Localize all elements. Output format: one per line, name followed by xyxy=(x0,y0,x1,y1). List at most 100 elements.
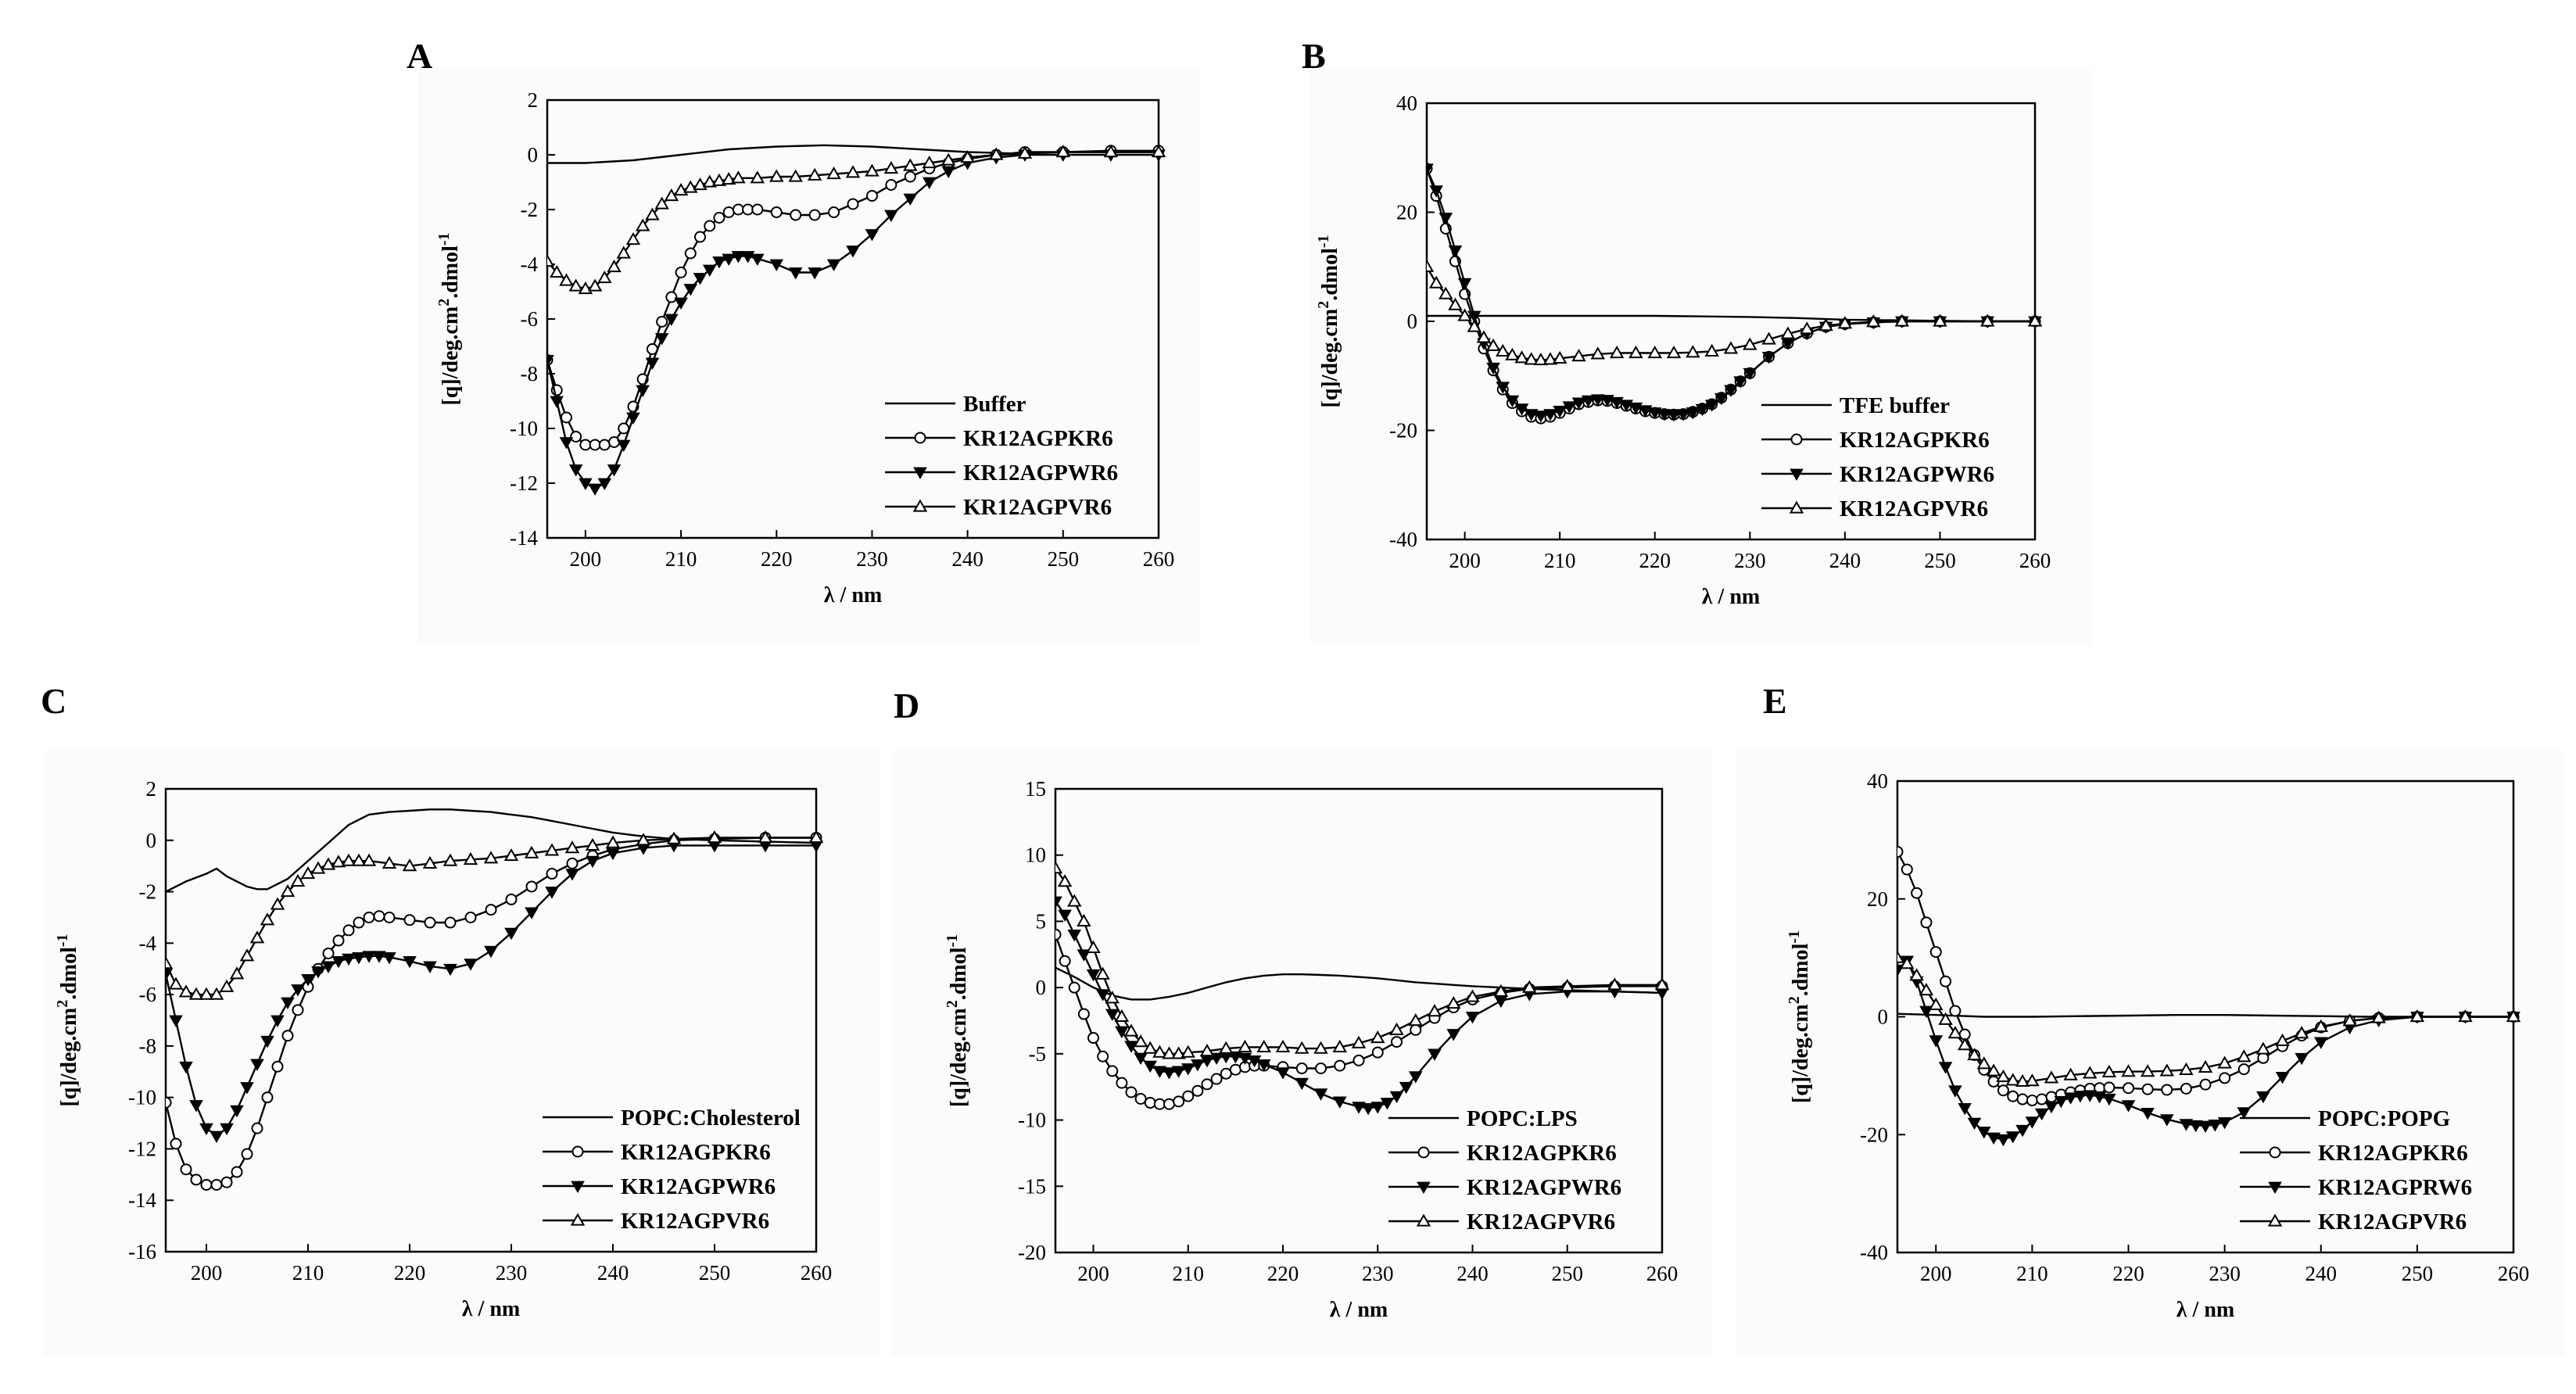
legend-marker xyxy=(571,1181,585,1194)
y-tick-label: -40 xyxy=(1860,1241,1888,1264)
data-point xyxy=(2294,1026,2309,1039)
data-point xyxy=(1818,318,1833,331)
data-point xyxy=(702,174,717,188)
y-tick-label: -8 xyxy=(521,362,539,385)
x-axis-label: λ / nm xyxy=(824,583,882,607)
legend-label: POPC:POPG xyxy=(2318,1106,2450,1131)
data-point xyxy=(1106,1065,1119,1077)
x-tick-label: 250 xyxy=(1924,549,1956,572)
data-point xyxy=(2025,1116,2040,1129)
data-point xyxy=(170,1138,182,1150)
data-point xyxy=(626,412,640,425)
data-point xyxy=(1123,1023,1139,1037)
data-point xyxy=(1095,989,1110,1002)
data-point xyxy=(1428,1048,1442,1061)
data-point xyxy=(1590,346,1606,360)
data-point xyxy=(1391,1036,1403,1048)
data-point xyxy=(2295,1052,2309,1066)
data-point xyxy=(989,147,1004,160)
legend-label: KR12AGPWR6 xyxy=(1840,462,1994,487)
y-tick-label: -20 xyxy=(1018,1241,1046,1264)
data-point xyxy=(2083,1066,2098,1079)
data-point xyxy=(178,984,194,998)
y-tick-label: -12 xyxy=(128,1137,156,1160)
y-tick-label: 10 xyxy=(1025,844,1046,867)
data-point xyxy=(1901,863,1913,876)
data-point xyxy=(1315,1062,1327,1074)
data-point xyxy=(1686,407,1700,420)
data-point xyxy=(625,231,641,245)
data-point xyxy=(2092,1091,2107,1104)
data-point xyxy=(1967,1047,1982,1061)
data-point xyxy=(1334,1059,1346,1072)
data-point xyxy=(722,253,736,267)
data-point xyxy=(2015,1124,2030,1138)
data-point xyxy=(1238,1039,1252,1053)
data-point xyxy=(564,840,580,854)
x-axis-label: λ / nm xyxy=(1702,585,1760,609)
data-point xyxy=(2083,1090,2098,1102)
data-point xyxy=(1467,319,1482,332)
data-point xyxy=(1134,1052,1148,1065)
data-point xyxy=(1371,1046,1384,1059)
data-point xyxy=(1143,1041,1158,1054)
data-point xyxy=(361,853,377,866)
series-kr12agprw6 xyxy=(1897,955,2520,1147)
data-point xyxy=(565,869,579,881)
x-tick-label: 200 xyxy=(191,1261,223,1285)
data-point xyxy=(2027,314,2043,327)
data-point xyxy=(547,355,554,367)
data-point xyxy=(1522,980,1537,993)
data-point xyxy=(1667,409,1681,422)
data-point xyxy=(301,974,315,987)
data-point xyxy=(608,436,621,448)
data-point xyxy=(702,264,717,278)
data-point xyxy=(1704,343,1719,357)
data-point xyxy=(1743,337,1757,350)
data-point xyxy=(711,173,727,186)
data-point xyxy=(1897,950,1905,963)
data-point xyxy=(1427,1004,1442,1017)
data-point xyxy=(751,203,764,216)
legend-marker xyxy=(1416,1213,1431,1227)
data-point xyxy=(240,1082,254,1095)
y-tick-label: 0 xyxy=(528,143,539,167)
data-point xyxy=(654,196,669,210)
data-point xyxy=(2044,1101,2058,1114)
data-point xyxy=(684,247,697,260)
data-point xyxy=(1940,975,1952,987)
x-tick-label: 230 xyxy=(1362,1262,1394,1285)
data-point xyxy=(1534,410,1548,423)
data-point xyxy=(2140,1064,2155,1077)
data-point xyxy=(1361,1102,1375,1116)
legend-label: KR12AGPVR6 xyxy=(963,495,1112,520)
y-tick-label: -15 xyxy=(1018,1174,1046,1198)
data-point xyxy=(550,396,564,409)
y-tick-label: -40 xyxy=(1389,528,1417,551)
data-point xyxy=(1095,966,1110,980)
data-point xyxy=(1351,1035,1367,1048)
data-point xyxy=(1103,144,1119,158)
data-point xyxy=(2036,1093,2048,1106)
panel-background xyxy=(1309,69,2091,643)
chart-panel-c: C -16 -14 -12 -10 -8 -6 -4 -2 0 2 200 210 220 230 240 25… xyxy=(41,681,880,1356)
data-point xyxy=(885,179,897,191)
legend-label: KR12AGPKR6 xyxy=(621,1140,771,1165)
y-tick-label: -4 xyxy=(139,931,157,955)
data-point xyxy=(587,278,603,292)
data-point xyxy=(1181,1063,1195,1076)
data-point xyxy=(382,952,396,965)
y-axis-label: [q]/deg.cm2.dmol-1 xyxy=(435,232,463,405)
legend-label: KR12AGPVR6 xyxy=(1467,1209,1615,1235)
data-point xyxy=(321,857,336,870)
y-tick-label: -6 xyxy=(139,983,157,1006)
data-point xyxy=(712,256,726,269)
x-tick-label: 240 xyxy=(951,547,983,571)
data-point xyxy=(1057,874,1073,887)
data-point xyxy=(1628,345,1643,359)
data-point xyxy=(1743,367,1757,381)
data-point xyxy=(341,853,356,866)
data-point xyxy=(1017,145,1033,159)
data-point xyxy=(1493,984,1509,997)
chart-panel-b: B -40 -20 0 20 40 200 210 220 230 240 250 260 λ / nm [… xyxy=(1302,36,2091,643)
